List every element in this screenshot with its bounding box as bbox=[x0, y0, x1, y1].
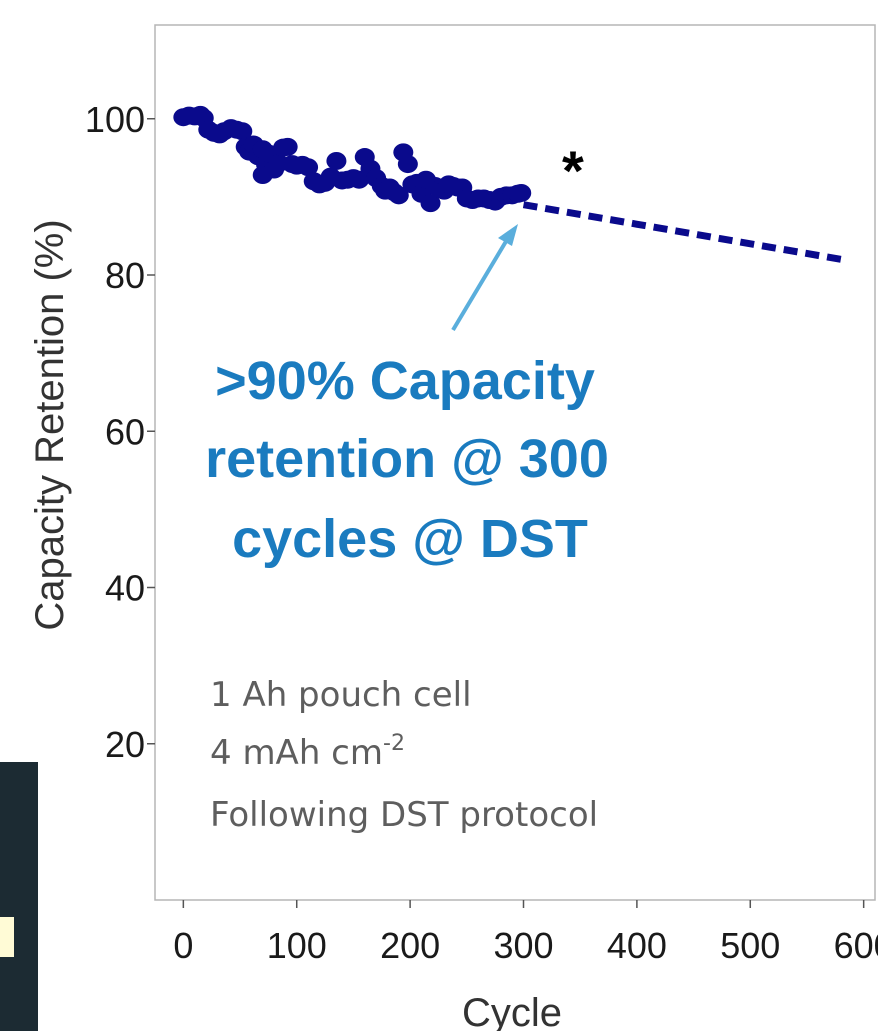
x-tick-label-600: 600 bbox=[834, 925, 878, 966]
x-tick-label-500: 500 bbox=[720, 925, 780, 966]
info-line-3: Following DST protocol bbox=[210, 795, 598, 835]
x-tick-label-300: 300 bbox=[493, 925, 553, 966]
x-axis-title: Cycle bbox=[462, 991, 562, 1031]
callout-arrow-shaft bbox=[451, 236, 510, 332]
data-point-51 bbox=[420, 194, 441, 213]
y-tick-label-40: 40 bbox=[105, 568, 145, 609]
y-tick-label-20: 20 bbox=[105, 724, 145, 765]
data-point-23 bbox=[277, 137, 298, 156]
y-tick-label-80: 80 bbox=[105, 255, 145, 296]
background-dark-panel bbox=[0, 762, 38, 1031]
callout-arrow-head bbox=[498, 224, 518, 246]
info-line-2-superscript: -2 bbox=[383, 731, 405, 756]
data-point-44 bbox=[388, 186, 409, 205]
callout-line-2: retention @ 300 bbox=[205, 429, 609, 489]
data-point-11 bbox=[232, 122, 253, 141]
data-point-27 bbox=[298, 158, 319, 177]
x-axis-ticks: 0 100 200 300 400 500 600 bbox=[173, 900, 878, 966]
info-line-1: 1 Ah pouch cell bbox=[210, 675, 472, 715]
y-tick-label-60: 60 bbox=[105, 411, 145, 452]
data-point-46 bbox=[397, 155, 418, 174]
plot-frame bbox=[154, 24, 876, 901]
x-tick-label-200: 200 bbox=[380, 925, 440, 966]
callout-line-1: >90% Capacity bbox=[215, 351, 595, 411]
y-axis-ticks: 20 40 60 80 100 bbox=[85, 99, 155, 765]
data-point-69 bbox=[511, 183, 532, 202]
y-axis-title: Capacity Retention (%) bbox=[28, 219, 72, 630]
info-line-2-main: 4 mAh cm bbox=[210, 733, 383, 773]
x-tick-label-0: 0 bbox=[173, 925, 193, 966]
background-note-tab bbox=[0, 917, 14, 957]
projection-dashed-line bbox=[522, 201, 842, 263]
info-line-2: 4 mAh cm-2 bbox=[210, 731, 405, 773]
callout-line-3: cycles @ DST bbox=[232, 509, 588, 569]
plot-marks bbox=[173, 105, 842, 263]
x-tick-label-100: 100 bbox=[267, 925, 327, 966]
y-tick-label-100: 100 bbox=[85, 99, 145, 140]
x-tick-label-400: 400 bbox=[607, 925, 667, 966]
significance-star: * bbox=[562, 139, 584, 202]
data-point-32 bbox=[326, 151, 347, 170]
